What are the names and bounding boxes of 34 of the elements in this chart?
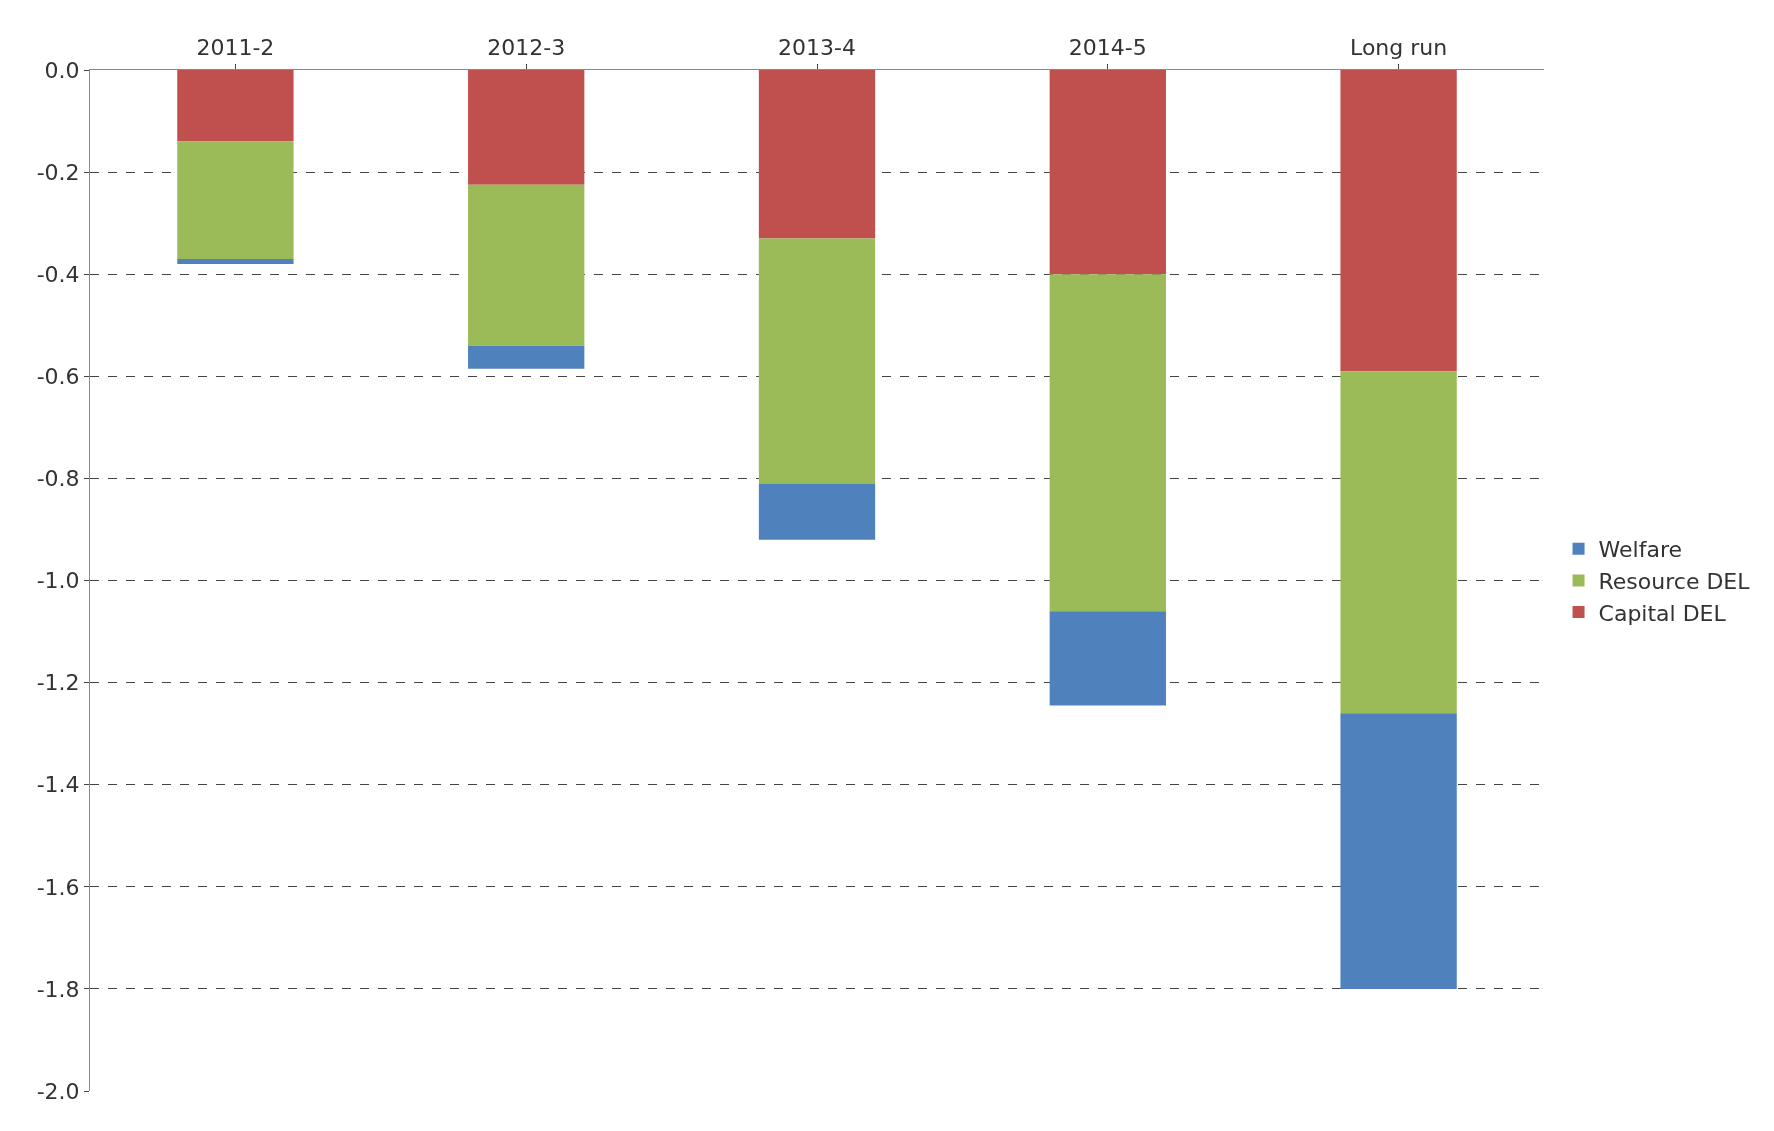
y-tick-label: -1.4 [36, 772, 80, 798]
y-tick-label: -2.0 [36, 1078, 80, 1104]
x-tick-label: 2013-4 [778, 35, 856, 61]
bar [468, 70, 585, 185]
y-tick-label: 0.0 [44, 57, 80, 83]
y-tick-label: -1.8 [36, 976, 80, 1002]
y-tick-label: -0.4 [36, 261, 80, 287]
y-tick-label: -0.2 [36, 159, 80, 185]
legend-label: Capital DEL [1598, 600, 1727, 626]
bar [177, 70, 294, 142]
x-tick-label: Long run [1350, 35, 1448, 61]
y-tick-label: -1.2 [36, 670, 80, 696]
legend-label: Resource DEL [1598, 568, 1751, 594]
y-tick-label: -0.6 [36, 364, 80, 389]
bar [758, 238, 876, 484]
bar [468, 345, 585, 369]
bar [177, 258, 294, 264]
bar [758, 483, 876, 540]
bar [177, 141, 294, 259]
legend-label: Welfare [1598, 537, 1682, 563]
bar [1340, 371, 1457, 714]
x-tick-label: 2014-5 [1068, 35, 1147, 61]
bar [1049, 274, 1166, 612]
y-tick-label: -1.0 [36, 568, 80, 594]
x-tick-label: 2011-2 [196, 35, 275, 61]
bar [758, 70, 876, 239]
bar [468, 184, 585, 346]
bar [1049, 611, 1166, 706]
x-tick-label: 2012-3 [487, 35, 566, 61]
y-tick-label: -1.6 [36, 874, 80, 900]
y-tick-label: -0.8 [36, 466, 80, 492]
bar [1340, 70, 1457, 372]
bar [1049, 70, 1166, 275]
bar [1340, 713, 1457, 989]
